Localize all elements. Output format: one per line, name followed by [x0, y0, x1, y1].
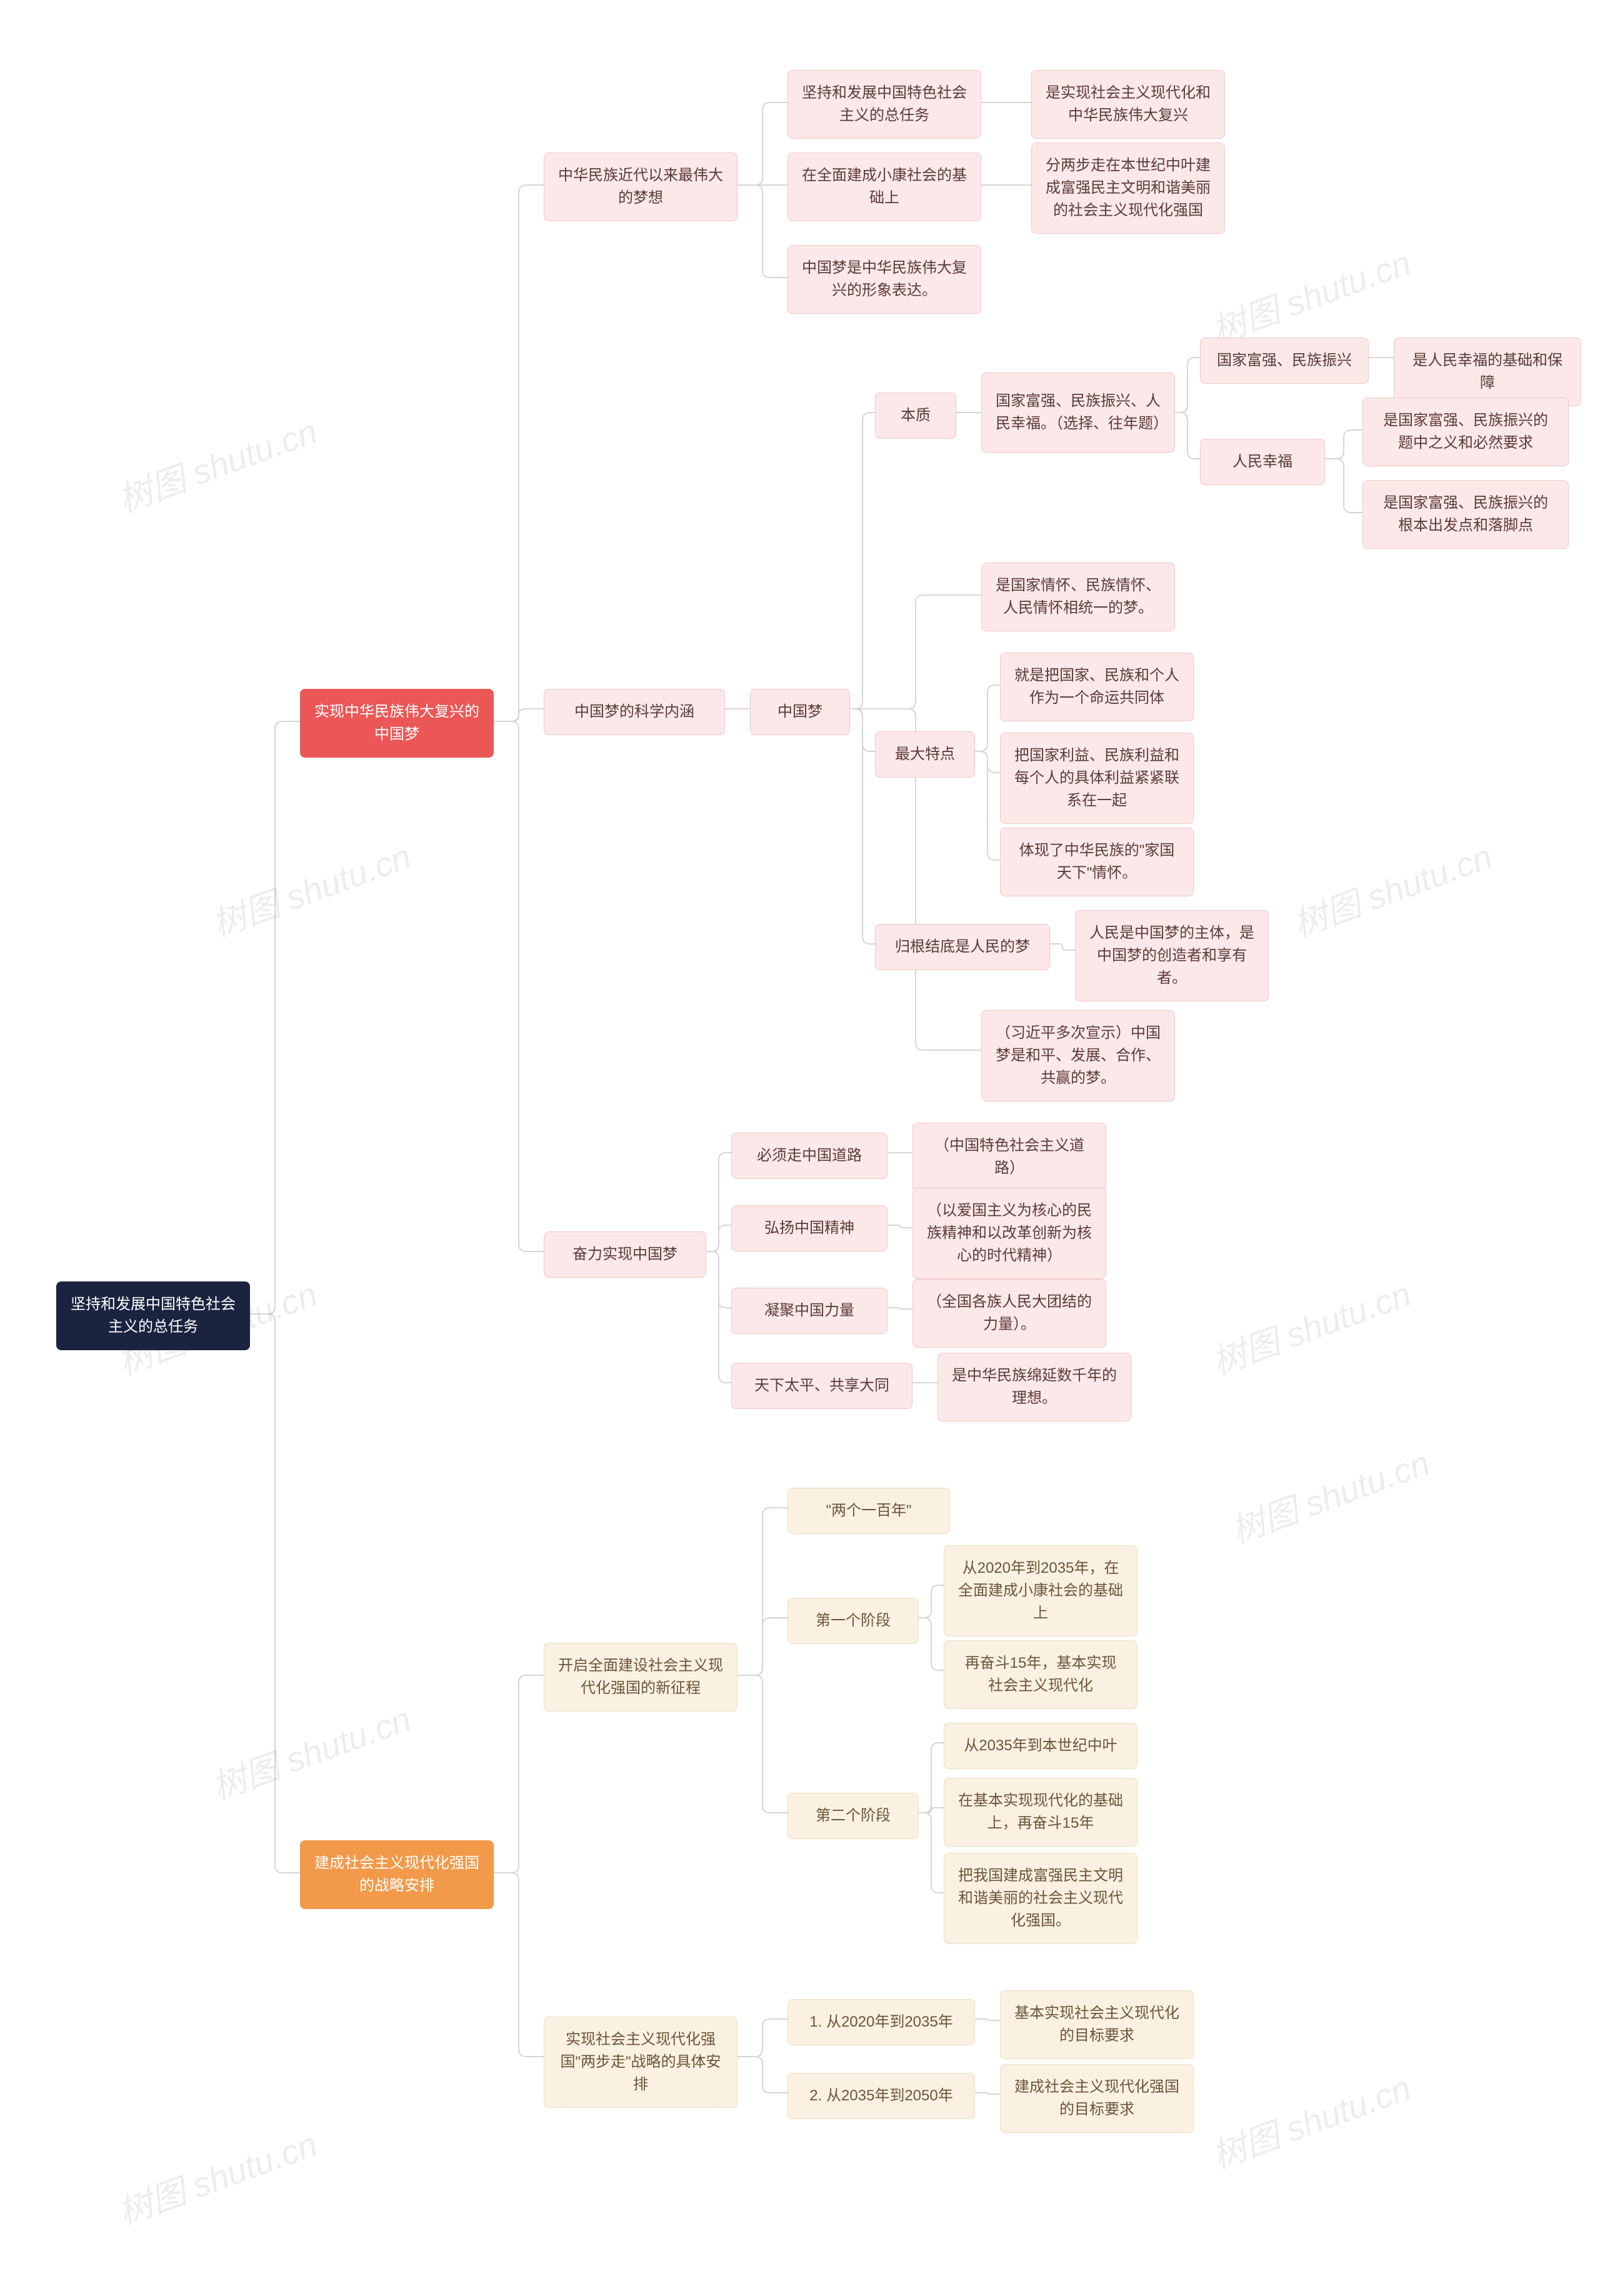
- mindmap-node[interactable]: 再奋斗15年，基本实现社会主义现代化: [944, 1640, 1138, 1709]
- mindmap-node[interactable]: 中国梦: [750, 689, 850, 735]
- mindmap-node[interactable]: 坚持和发展中国特色社会主义的总任务: [56, 1281, 250, 1350]
- mindmap-node[interactable]: 基本实现社会主义现代化的目标要求: [1000, 1990, 1194, 2059]
- mindmap-node[interactable]: 是国家富强、民族振兴的根本出发点和落脚点: [1362, 480, 1569, 549]
- mindmap-node[interactable]: 是国家情怀、民族情怀、人民情怀相统一的梦。: [981, 563, 1175, 631]
- mindmap-node[interactable]: 体现了中华民族的"家国天下"情怀。: [1000, 828, 1194, 896]
- mindmap-canvas: 树图 shutu.cn 树图 shutu.cn 树图 shutu.cn 树图 shut…: [0, 0, 1600, 2296]
- mindmap-node[interactable]: 在全面建成小康社会的基础上: [788, 153, 981, 221]
- mindmap-node[interactable]: 2. 从2035年到2050年: [788, 2073, 975, 2119]
- mindmap-node[interactable]: 把我国建成富强民主文明和谐美丽的社会主义现代化强国。: [944, 1853, 1138, 1944]
- mindmap-node[interactable]: 本质: [875, 393, 956, 439]
- mindmap-node[interactable]: 是中华民族绵延数千年的理想。: [938, 1353, 1131, 1421]
- mindmap-node[interactable]: 实现中华民族伟大复兴的中国梦: [300, 689, 494, 758]
- mindmap-node[interactable]: 中华民族近代以来最伟大的梦想: [544, 153, 738, 221]
- mindmap-node[interactable]: 建成社会主义现代化强国的战略安排: [300, 1840, 494, 1909]
- mindmap-node[interactable]: 把国家利益、民族利益和每个人的具体利益紧紧联系在一起: [1000, 733, 1194, 824]
- mindmap-node[interactable]: 中国梦的科学内涵: [544, 689, 725, 735]
- watermark: 树图 shutu.cn: [110, 2116, 322, 2234]
- mindmap-node[interactable]: 在基本实现现代化的基础上，再奋斗15年: [944, 1778, 1138, 1847]
- watermark: 树图 shutu.cn: [1222, 1435, 1435, 1553]
- mindmap-node[interactable]: 弘扬中国精神: [731, 1205, 888, 1251]
- mindmap-node[interactable]: 奋力实现中国梦: [544, 1231, 706, 1278]
- mindmap-node[interactable]: （中国特色社会主义道路）: [912, 1123, 1106, 1191]
- mindmap-node[interactable]: 开启全面建设社会主义现代化强国的新征程: [544, 1643, 738, 1712]
- mindmap-node[interactable]: 就是把国家、民族和个人作为一个命运共同体: [1000, 653, 1194, 721]
- mindmap-node[interactable]: 是实现社会主义现代化和中华民族伟大复兴: [1031, 70, 1225, 139]
- mindmap-node[interactable]: 中国梦是中华民族伟大复兴的形象表达。: [788, 245, 981, 314]
- mindmap-node[interactable]: （全国各族人民大团结的力量）。: [912, 1279, 1106, 1348]
- mindmap-node[interactable]: 人民幸福: [1200, 439, 1325, 485]
- watermark: 树图 shutu.cn: [204, 1691, 416, 1809]
- mindmap-node[interactable]: 第一个阶段: [788, 1598, 919, 1644]
- mindmap-node[interactable]: "两个一百年": [788, 1488, 950, 1534]
- mindmap-node[interactable]: 最大特点: [875, 731, 975, 778]
- mindmap-node[interactable]: 人民是中国梦的主体，是中国梦的创造者和享有者。: [1075, 910, 1269, 1001]
- mindmap-node[interactable]: 实现社会主义现代化强国"两步走"战略的具体安排: [544, 2017, 738, 2108]
- mindmap-node[interactable]: 从2020年到2035年，在全面建成小康社会的基础上: [944, 1545, 1138, 1637]
- mindmap-node[interactable]: 是国家富强、民族振兴的题中之义和必然要求: [1362, 398, 1569, 466]
- mindmap-node[interactable]: 从2035年到本世纪中叶: [944, 1723, 1138, 1769]
- mindmap-node[interactable]: （以爱国主义为核心的民族精神和以改革创新为核心的时代精神）: [912, 1188, 1106, 1279]
- mindmap-node[interactable]: 天下太平、共享大同: [731, 1363, 912, 1409]
- mindmap-node[interactable]: 建成社会主义现代化强国的目标要求: [1000, 2064, 1194, 2133]
- watermark: 树图 shutu.cn: [204, 828, 416, 946]
- mindmap-node[interactable]: 1. 从2020年到2035年: [788, 1999, 975, 2045]
- mindmap-node[interactable]: 国家富强、民族振兴: [1200, 338, 1369, 384]
- watermark: 树图 shutu.cn: [1204, 1266, 1416, 1384]
- mindmap-node[interactable]: 坚持和发展中国特色社会主义的总任务: [788, 70, 981, 139]
- mindmap-node[interactable]: 国家富强、民族振兴、人民幸福。（选择、往年题）: [981, 373, 1175, 453]
- mindmap-node[interactable]: 归根结底是人民的梦: [875, 924, 1050, 970]
- watermark: 树图 shutu.cn: [1204, 2060, 1416, 2178]
- mindmap-node[interactable]: 是人民幸福的基础和保障: [1394, 338, 1581, 406]
- watermark: 树图 shutu.cn: [1285, 828, 1498, 946]
- mindmap-node[interactable]: 分两步走在本世纪中叶建成富强民主文明和谐美丽的社会主义现代化强国: [1031, 143, 1225, 234]
- mindmap-node[interactable]: 必须走中国道路: [731, 1133, 888, 1179]
- watermark: 树图 shutu.cn: [110, 403, 322, 521]
- mindmap-node[interactable]: 凝聚中国力量: [731, 1288, 888, 1334]
- mindmap-node[interactable]: 第二个阶段: [788, 1793, 919, 1839]
- watermark: 树图 shutu.cn: [1204, 234, 1416, 353]
- mindmap-node[interactable]: （习近平多次宣示）中国梦是和平、发展、合作、共赢的梦。: [981, 1010, 1175, 1101]
